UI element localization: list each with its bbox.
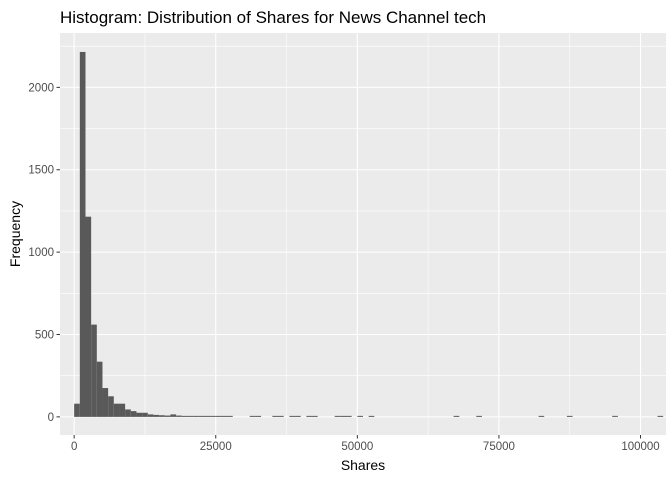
histogram-bar bbox=[187, 415, 194, 417]
histogram-bar bbox=[221, 415, 228, 417]
histogram-bar bbox=[295, 415, 301, 417]
histogram-bar bbox=[204, 415, 211, 417]
histogram-bar bbox=[193, 415, 199, 417]
histogram-bar bbox=[136, 412, 143, 417]
histogram-bar bbox=[289, 415, 296, 417]
histogram-bar bbox=[153, 414, 160, 417]
histogram-bar bbox=[102, 388, 109, 417]
histogram-bar bbox=[340, 415, 347, 417]
histogram-bar bbox=[74, 403, 80, 417]
histogram-bar bbox=[96, 361, 103, 417]
histogram-bar bbox=[278, 415, 284, 417]
y-tick-label: 500 bbox=[35, 330, 54, 342]
histogram-bar bbox=[657, 415, 664, 417]
histogram-bars bbox=[74, 51, 664, 417]
x-tick-label: 25000 bbox=[200, 441, 232, 453]
histogram-bar bbox=[215, 415, 222, 417]
x-tick-label: 75000 bbox=[483, 441, 515, 453]
plot-panel bbox=[60, 33, 666, 435]
histogram-bar bbox=[108, 396, 114, 417]
histogram-bar bbox=[176, 415, 182, 417]
histogram-bar bbox=[210, 415, 216, 417]
histogram-bar bbox=[368, 415, 375, 417]
histogram-bar bbox=[272, 415, 279, 417]
histogram-bar bbox=[119, 403, 126, 417]
minor-gridlines bbox=[60, 33, 666, 435]
histogram-bar bbox=[147, 414, 154, 417]
histogram-bar bbox=[227, 415, 233, 417]
histogram-bar bbox=[170, 414, 177, 417]
histogram-bar bbox=[125, 409, 131, 417]
y-axis: 0 500 1000 1500 2000 bbox=[28, 82, 60, 424]
major-gridlines bbox=[60, 33, 666, 435]
x-axis: 0 25000 50000 75000 100000 bbox=[71, 435, 660, 453]
histogram-bar bbox=[159, 415, 165, 417]
histogram-bar bbox=[113, 403, 120, 417]
x-axis-title: Shares bbox=[341, 457, 385, 473]
histogram-bar bbox=[476, 415, 482, 417]
x-tick-label: 100000 bbox=[621, 441, 659, 453]
histogram-bar bbox=[91, 324, 97, 417]
histogram-bar bbox=[79, 51, 86, 417]
histogram-bar bbox=[181, 415, 188, 417]
y-tick-label: 2000 bbox=[28, 82, 54, 94]
y-tick-label: 1500 bbox=[28, 165, 54, 177]
histogram-bar bbox=[85, 216, 92, 417]
histogram-bar bbox=[334, 415, 341, 417]
histogram-bar bbox=[198, 415, 205, 417]
histogram-bar bbox=[312, 415, 318, 417]
y-tick-label: 1000 bbox=[28, 247, 54, 259]
histogram-bar bbox=[142, 412, 148, 417]
histogram-bar bbox=[306, 415, 313, 417]
histogram-bar bbox=[249, 415, 256, 417]
histogram-bar bbox=[453, 415, 460, 417]
x-tick-label: 0 bbox=[71, 441, 77, 453]
x-tick-label: 50000 bbox=[341, 441, 373, 453]
y-axis-title: Frequency bbox=[7, 201, 23, 267]
histogram-bar bbox=[346, 415, 352, 417]
histogram-bar bbox=[164, 415, 171, 417]
histogram-bar bbox=[255, 415, 262, 417]
histogram-bar bbox=[357, 415, 363, 417]
y-tick-label: 0 bbox=[48, 412, 54, 424]
histogram-bar bbox=[566, 415, 573, 417]
histogram-bar bbox=[612, 415, 618, 417]
histogram-bar bbox=[130, 411, 137, 417]
histogram-bar bbox=[538, 415, 545, 417]
chart-title: Histogram: Distribution of Shares for Ne… bbox=[60, 8, 486, 27]
